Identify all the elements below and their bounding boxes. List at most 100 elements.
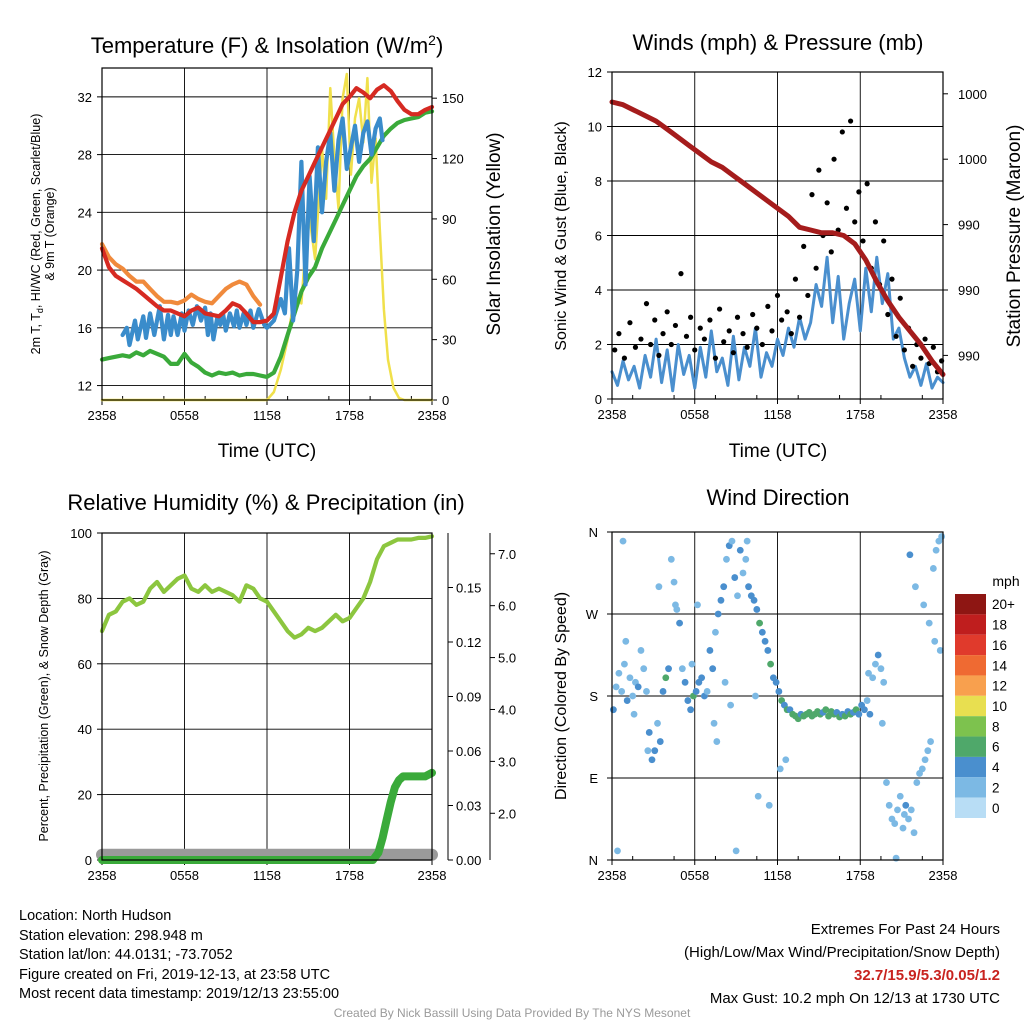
colorbar-label: 4 (992, 760, 1000, 775)
direction-point (932, 546, 940, 554)
y-tick-label: 8 (595, 174, 602, 189)
gust-point (872, 219, 879, 225)
gust-point (881, 238, 887, 244)
extremes-subtitle: (High/Low/Max Wind/Precipitation/Snow De… (684, 944, 1000, 961)
direction-point (676, 619, 683, 627)
colorbar-label: 20+ (992, 597, 1015, 612)
direction-point (872, 660, 879, 668)
gust-point (864, 181, 870, 187)
direction-point (723, 555, 730, 563)
gust-point (652, 317, 658, 323)
direction-point (775, 688, 783, 695)
direction-point (623, 697, 631, 704)
gust-point (643, 301, 650, 307)
gust-point (627, 320, 633, 326)
x-tick-label: 2358 (598, 868, 627, 883)
y-axis-label-2: & 9m T (Orange) (43, 187, 57, 280)
direction-point (654, 719, 661, 727)
colorbar-label: 2 (992, 780, 1000, 795)
gust-point (712, 355, 719, 361)
direction-point (899, 824, 907, 832)
direction-point (727, 701, 735, 709)
gust-point (701, 336, 708, 342)
y-tick-label: 32 (78, 90, 92, 105)
y2-tick-label: 990 (958, 283, 980, 298)
y2-tick-label: 60 (442, 272, 456, 287)
direction-point (717, 596, 725, 604)
direction-point (698, 674, 706, 682)
direction-point (644, 747, 652, 755)
direction-point (874, 651, 882, 659)
chart-title: Temperature (F) & Insolation (W/m2) (91, 32, 444, 58)
gust-point (697, 325, 703, 331)
direction-point (672, 601, 679, 609)
x-tick-label: 1158 (253, 408, 281, 423)
direction-point (752, 692, 759, 700)
y-tick-label: 60 (78, 657, 92, 672)
direction-point (863, 697, 871, 704)
x-tick-label: 2358 (929, 407, 958, 422)
y2-axis-label: Station Pressure (Maroon) (1004, 125, 1024, 348)
direction-point (920, 601, 928, 609)
extremes-title: Extremes For Past 24 Hours (810, 921, 1000, 938)
direction-point (634, 683, 642, 691)
gust-point (638, 336, 644, 342)
colorbar-swatch (955, 777, 986, 798)
direction-point (745, 583, 752, 591)
precip-tick-label: 0.06 (456, 744, 481, 759)
direction-point (736, 546, 744, 554)
direction-point (764, 647, 772, 654)
direction-point (907, 806, 915, 814)
direction-point (703, 688, 711, 695)
y-tick-label: 12 (588, 65, 602, 80)
direction-point (618, 688, 626, 695)
snow-tick-label: 4.0 (498, 702, 516, 717)
y2-tick-label: 90 (442, 212, 456, 227)
direction-point (655, 583, 663, 591)
station-location: Location: North Hudson (19, 908, 172, 924)
direction-point (637, 647, 645, 654)
direction-point (894, 806, 901, 814)
gust-point (910, 363, 916, 369)
direction-point (619, 537, 627, 545)
direction-point (728, 537, 736, 545)
direction-point (891, 820, 899, 827)
credit-line: Created By Nick Bassill Using Data Provi… (333, 1006, 691, 1020)
x-tick-label: 0558 (170, 408, 199, 423)
y-tick-label: 6 (595, 229, 602, 244)
gust-point (616, 331, 622, 337)
snow-tick-label: 7.0 (498, 547, 516, 562)
direction-point (776, 765, 784, 773)
gust-point (901, 347, 907, 353)
gust-point (805, 292, 811, 299)
plot-frame (611, 71, 944, 400)
chart-title: Relative Humidity (%) & Precipitation (i… (67, 490, 464, 515)
direction-point (860, 706, 868, 714)
direction-point (640, 665, 648, 673)
direction-point (782, 756, 790, 764)
y2-tick-label: 120 (442, 152, 464, 167)
gust-point (885, 311, 891, 318)
y2-axis-label: Solar Insolation (Yellow) (484, 132, 505, 335)
most-recent-data: Most recent data timestamp: 2019/12/13 2… (19, 986, 340, 1003)
gust-point (852, 219, 858, 225)
y2-tick-label: 1000 (958, 152, 987, 167)
direction-point (688, 660, 696, 668)
colorbar-swatch (955, 797, 986, 818)
x-tick-label: 2358 (418, 408, 447, 423)
y-tick-label: 12 (78, 379, 92, 394)
direction-point (855, 710, 863, 718)
y-tick-label: 24 (78, 205, 92, 220)
direction-point (905, 815, 912, 823)
gust-point (889, 276, 895, 282)
direction-point (927, 738, 934, 745)
colorbar-label: 0 (992, 801, 1000, 816)
y-tick-label: 0 (595, 392, 602, 407)
x-tick-label: 1758 (846, 868, 875, 883)
gust-point (788, 331, 794, 337)
pressure-line (609, 99, 946, 377)
direction-point (709, 665, 717, 673)
y-tick-label: S (589, 689, 598, 704)
direction-point (678, 665, 686, 673)
colorbar-label: 14 (992, 658, 1008, 673)
